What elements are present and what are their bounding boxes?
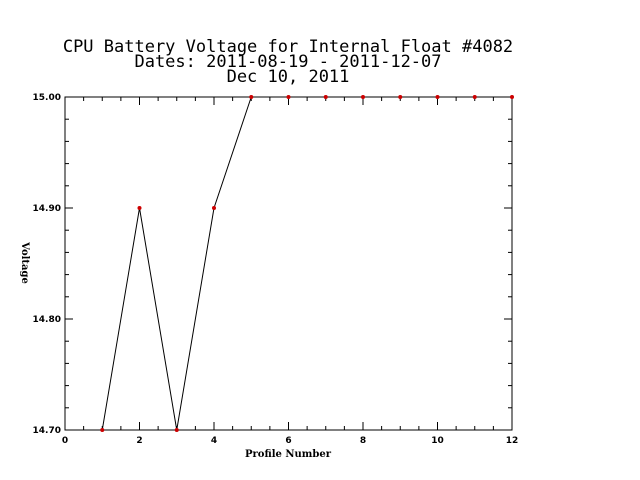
x-tick-label: 0 (62, 436, 68, 446)
x-tick-label: 2 (136, 436, 142, 446)
voltage-data-point (472, 95, 477, 99)
voltage-data-point (398, 95, 403, 99)
chart-title-line-3: Dec 10, 2011 (227, 67, 350, 87)
voltage-data-point (100, 428, 105, 432)
voltage-data-point (323, 95, 328, 99)
x-tick-label: 10 (431, 436, 444, 446)
x-tick-label: 4 (211, 436, 217, 446)
y-tick-label: 14.90 (33, 204, 61, 214)
x-tick-label: 6 (285, 436, 291, 446)
voltage-data-point (286, 95, 291, 99)
voltage-data-point (174, 428, 179, 432)
voltage-data-point (249, 95, 254, 99)
voltage-data-point (435, 95, 440, 99)
y-tick-label: 14.80 (33, 315, 61, 325)
y-tick-label: 14.70 (33, 426, 61, 436)
plot-frame (64, 96, 513, 431)
x-tick-label: 8 (360, 436, 366, 446)
x-axis-label: Profile Number (245, 449, 332, 460)
x-tick-label: 12 (506, 436, 519, 446)
y-axis-label: Voltage (19, 241, 30, 284)
voltage-data-point (137, 206, 142, 210)
voltage-data-point (361, 95, 365, 99)
chart-title-line-1: CPU Battery Voltage for Internal Float #… (63, 37, 513, 57)
y-tick-label: 15.00 (33, 93, 61, 103)
voltage-data-point (212, 206, 216, 210)
voltage-data-point (510, 95, 514, 99)
chart-title-line-2: Dates: 2011-08-19 - 2011-12-07 (134, 52, 441, 72)
voltage-series-line (101, 96, 512, 431)
plot-area: 0 2 4 6 8 10 12 14.70 14.80 14.90 15.00 (33, 93, 519, 446)
